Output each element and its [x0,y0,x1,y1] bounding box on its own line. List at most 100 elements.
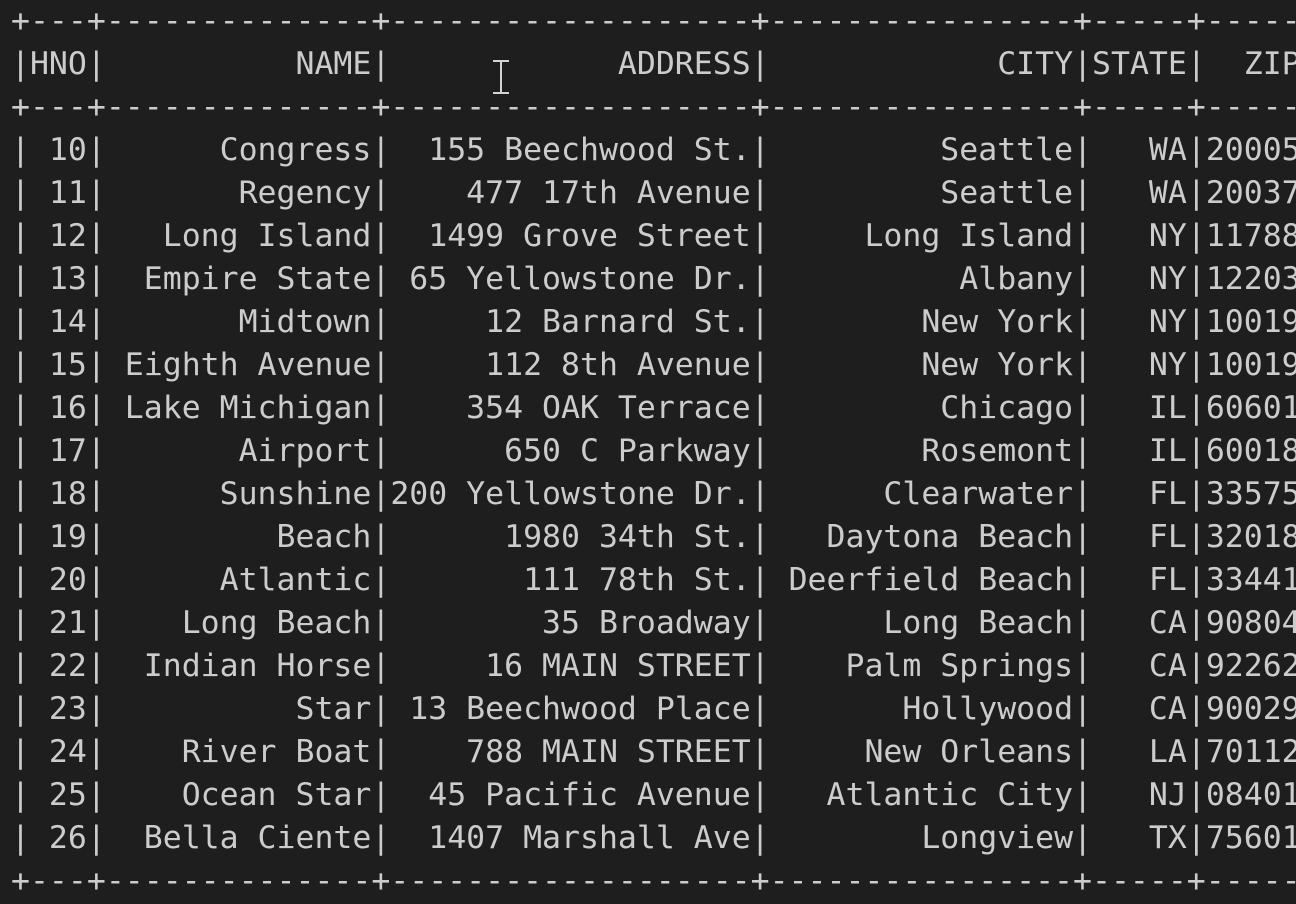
cell-city: Deerfield Beach [769,562,1074,598]
cell-name: Long Island [105,218,372,254]
cell-hno: 21 [29,605,87,641]
text-cursor-icon [488,58,514,96]
cell-city: Hollywood [769,691,1074,727]
table-row: | 18| Sunshine|200 Yellowstone Dr.| Clea… [11,473,1296,516]
column-header-city: CITY [769,46,1074,82]
cell-city: Daytona Beach [769,519,1074,555]
cell-state: NY [1092,218,1187,254]
cell-state: CA [1092,691,1187,727]
cell-city: Chicago [769,390,1074,426]
cell-name: Star [105,691,372,727]
cell-hno: 14 [29,304,87,340]
table-row: | 20| Atlantic| 111 78th St.| Deerfield … [11,559,1296,602]
table-bottom-border: +---+--------------+-------------------+… [11,863,1296,899]
terminal-output[interactable]: +---+--------------+-------------------+… [11,0,1296,904]
cell-city: New York [769,347,1074,383]
cell-zip: 10019 [1205,304,1296,340]
cell-state: FL [1092,519,1187,555]
cell-hno: 23 [29,691,87,727]
cell-address: 111 78th St. [390,562,751,598]
cell-hno: 13 [29,261,87,297]
table-row: | 12| Long Island| 1499 Grove Street| Lo… [11,215,1296,258]
cell-city: Seattle [769,132,1074,168]
cell-address: 155 Beechwood St. [390,132,751,168]
column-header-state: STATE [1092,46,1187,82]
table-row: | 25| Ocean Star| 45 Pacific Avenue| Atl… [11,774,1296,817]
table-row: | 19| Beach| 1980 34th St.| Daytona Beac… [11,516,1296,559]
cell-city: Albany [769,261,1074,297]
cell-state: TX [1092,820,1187,856]
table-row: | 17| Airport| 650 C Parkway| Rosemont| … [11,430,1296,473]
cell-name: Eighth Avenue [105,347,372,383]
cell-address: 12 Barnard St. [390,304,751,340]
cell-hno: 25 [29,777,87,813]
cell-city: Atlantic City [769,777,1074,813]
cell-state: NY [1092,304,1187,340]
cell-hno: 20 [29,562,87,598]
cell-state: WA [1092,175,1187,211]
cell-address: 200 Yellowstone Dr. [390,476,751,512]
table-row: | 26| Bella Ciente| 1407 Marshall Ave| L… [11,817,1296,860]
cell-zip: 60018 [1205,433,1296,469]
cell-zip: 33441 [1205,562,1296,598]
cell-zip: 33575 [1205,476,1296,512]
cell-state: FL [1092,476,1187,512]
cell-city: Seattle [769,175,1074,211]
cell-zip: 32018 [1205,519,1296,555]
cell-address: 788 MAIN STREET [390,734,751,770]
cell-name: River Boat [105,734,372,770]
cell-address: 1499 Grove Street [390,218,751,254]
table-row: | 14| Midtown| 12 Barnard St.| New York|… [11,301,1296,344]
cell-state: IL [1092,433,1187,469]
cell-address: 477 17th Avenue [390,175,751,211]
column-header-address: ADDRESS [390,46,751,82]
cell-name: Beach [105,519,372,555]
cell-zip: 60601 [1205,390,1296,426]
cell-hno: 18 [29,476,87,512]
cell-address: 35 Broadway [390,605,751,641]
table-top-border: +---+--------------+-------------------+… [11,3,1296,39]
cell-state: WA [1092,132,1187,168]
cell-name: Congress [105,132,372,168]
cell-zip: 90029 [1205,691,1296,727]
cell-address: 16 MAIN STREET [390,648,751,684]
cell-hno: 17 [29,433,87,469]
table-row: | 24| River Boat| 788 MAIN STREET| New O… [11,731,1296,774]
cell-zip: 92262 [1205,648,1296,684]
cell-name: Empire State [105,261,372,297]
cell-city: Long Island [769,218,1074,254]
cell-city: Long Beach [769,605,1074,641]
cell-address: 1980 34th St. [390,519,751,555]
cell-zip: 70112 [1205,734,1296,770]
cell-hno: 16 [29,390,87,426]
cell-address: 1407 Marshall Ave [390,820,751,856]
cell-state: FL [1092,562,1187,598]
cell-state: CA [1092,648,1187,684]
cell-name: Sunshine [105,476,372,512]
cell-zip: 12203 [1205,261,1296,297]
cell-address: 65 Yellowstone Dr. [390,261,751,297]
cell-zip: 75601 [1205,820,1296,856]
cell-state: NY [1092,261,1187,297]
cell-name: Airport [105,433,372,469]
cell-city: Palm Springs [769,648,1074,684]
cell-name: Midtown [105,304,372,340]
table-row: | 21| Long Beach| 35 Broadway| Long Beac… [11,602,1296,645]
cell-city: New York [769,304,1074,340]
table-row: | 22| Indian Horse| 16 MAIN STREET| Palm… [11,645,1296,688]
cell-zip: 08401 [1205,777,1296,813]
cell-address: 45 Pacific Avenue [390,777,751,813]
cell-zip: 20005 [1205,132,1296,168]
column-header-zip: ZIP [1205,46,1296,82]
cell-hno: 24 [29,734,87,770]
cell-name: Ocean Star [105,777,372,813]
table-row: | 10| Congress| 155 Beechwood St.| Seatt… [11,129,1296,172]
cell-zip: 11788 [1205,218,1296,254]
cell-hno: 22 [29,648,87,684]
cell-address: 112 8th Avenue [390,347,751,383]
cell-state: NJ [1092,777,1187,813]
cell-state: CA [1092,605,1187,641]
cell-zip: 20037 [1205,175,1296,211]
cell-name: Indian Horse [105,648,372,684]
cell-name: Lake Michigan [105,390,372,426]
